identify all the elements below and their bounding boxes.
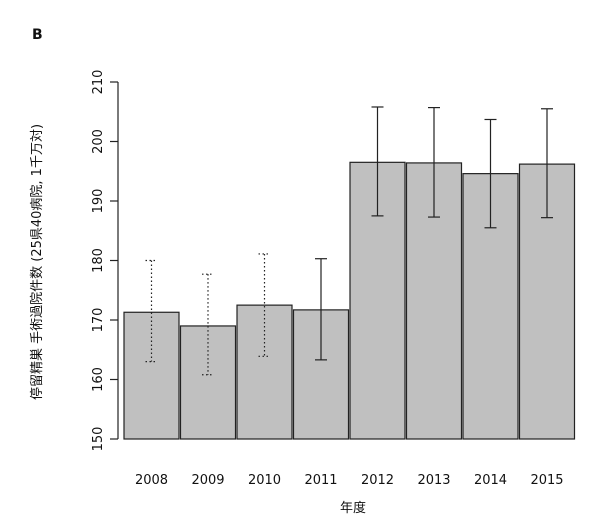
x-tick-label: 2015 bbox=[530, 473, 563, 488]
error-bar-2012 bbox=[371, 106, 384, 217]
y-tick-label: 190 bbox=[91, 189, 106, 214]
x-axis-labels: 2008 2009 2010 2011 2012 2013 2014 2015 bbox=[135, 473, 564, 488]
error-bars bbox=[145, 106, 553, 376]
x-tick-label: 2008 bbox=[135, 473, 168, 488]
panel-label: B bbox=[32, 27, 43, 43]
x-tick-label: 2014 bbox=[474, 473, 507, 488]
y-axis-title: 停留精巣 手術過院件数 (25県40病院, 1千万対) bbox=[29, 124, 45, 400]
x-tick-label: 2009 bbox=[191, 473, 224, 488]
y-tick-label: 160 bbox=[91, 367, 106, 392]
y-tick-label: 150 bbox=[91, 427, 106, 452]
bars bbox=[123, 161, 576, 440]
bar-2008 bbox=[123, 311, 180, 440]
bar-2013 bbox=[405, 162, 463, 440]
error-bar-2010 bbox=[258, 253, 271, 357]
y-tick-label: 180 bbox=[91, 248, 106, 273]
x-tick-label: 2013 bbox=[417, 473, 450, 488]
y-tick-label: 200 bbox=[91, 129, 106, 154]
y-axis: 150 160 170 180 190 200 210 bbox=[91, 70, 119, 452]
x-tick-label: 2010 bbox=[248, 473, 281, 488]
x-tick-label: 2012 bbox=[361, 473, 394, 488]
error-bar-2009 bbox=[202, 273, 214, 376]
error-bar-2015 bbox=[541, 108, 553, 219]
bar-2010 bbox=[236, 304, 293, 440]
x-axis-title: 年度 bbox=[340, 500, 366, 516]
error-bar-2008 bbox=[145, 259, 158, 363]
x-tick-label: 2011 bbox=[304, 473, 337, 488]
error-bar-2013 bbox=[428, 106, 440, 218]
bar-2009 bbox=[179, 325, 237, 440]
error-bar-2014 bbox=[484, 118, 497, 229]
y-tick-label: 170 bbox=[91, 308, 106, 333]
error-bar-2011 bbox=[315, 258, 327, 361]
y-tick-label: 210 bbox=[91, 70, 106, 95]
